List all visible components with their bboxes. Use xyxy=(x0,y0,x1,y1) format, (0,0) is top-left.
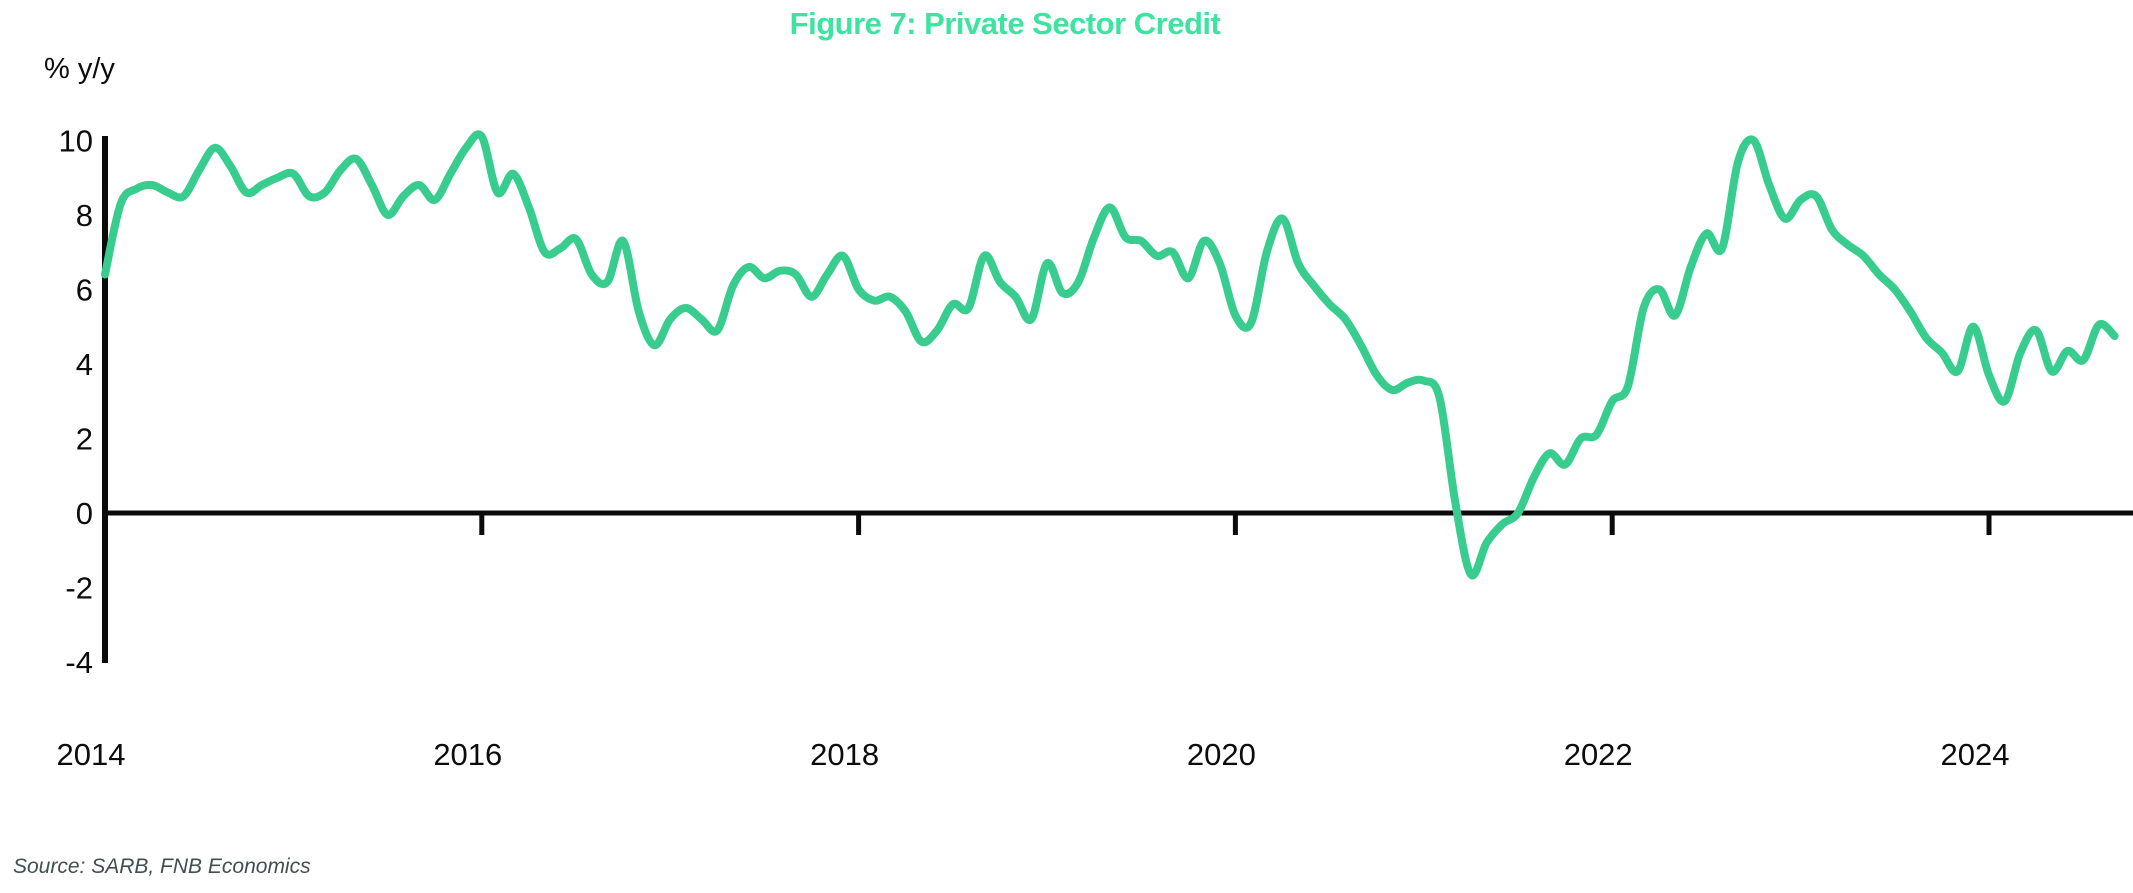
source-note: Source: SARB, FNB Economics xyxy=(13,855,311,878)
axes xyxy=(102,136,2133,663)
x-tick-label: 2020 xyxy=(1187,737,1256,772)
x-tick-label: 2014 xyxy=(57,737,126,772)
y-tick-label: -4 xyxy=(65,645,93,680)
y-tick-label: -2 xyxy=(65,571,93,606)
y-axis-tick-labels: 10 8 6 4 2 0 -2 -4 xyxy=(59,123,93,680)
y-axis-unit-label: % y/y xyxy=(44,53,115,85)
x-tick-label: 2016 xyxy=(433,737,502,772)
y-tick-label: 2 xyxy=(76,422,93,457)
chart-title: Figure 7: Private Sector Credit xyxy=(789,6,1221,41)
x-axis-tick-labels: 2014 2016 2018 2020 2022 2024 xyxy=(57,737,2010,772)
x-axis-ticks xyxy=(479,513,1992,535)
credit-growth-line xyxy=(101,130,2119,580)
x-tick-label: 2024 xyxy=(1941,737,2010,772)
y-tick-label: 0 xyxy=(76,496,93,531)
y-tick-label: 8 xyxy=(76,198,93,233)
y-tick-label: 4 xyxy=(76,347,93,382)
y-tick-label: 6 xyxy=(76,272,93,307)
y-tick-label: 10 xyxy=(59,123,93,158)
x-tick-label: 2022 xyxy=(1564,737,1633,772)
x-tick-label: 2018 xyxy=(810,737,879,772)
